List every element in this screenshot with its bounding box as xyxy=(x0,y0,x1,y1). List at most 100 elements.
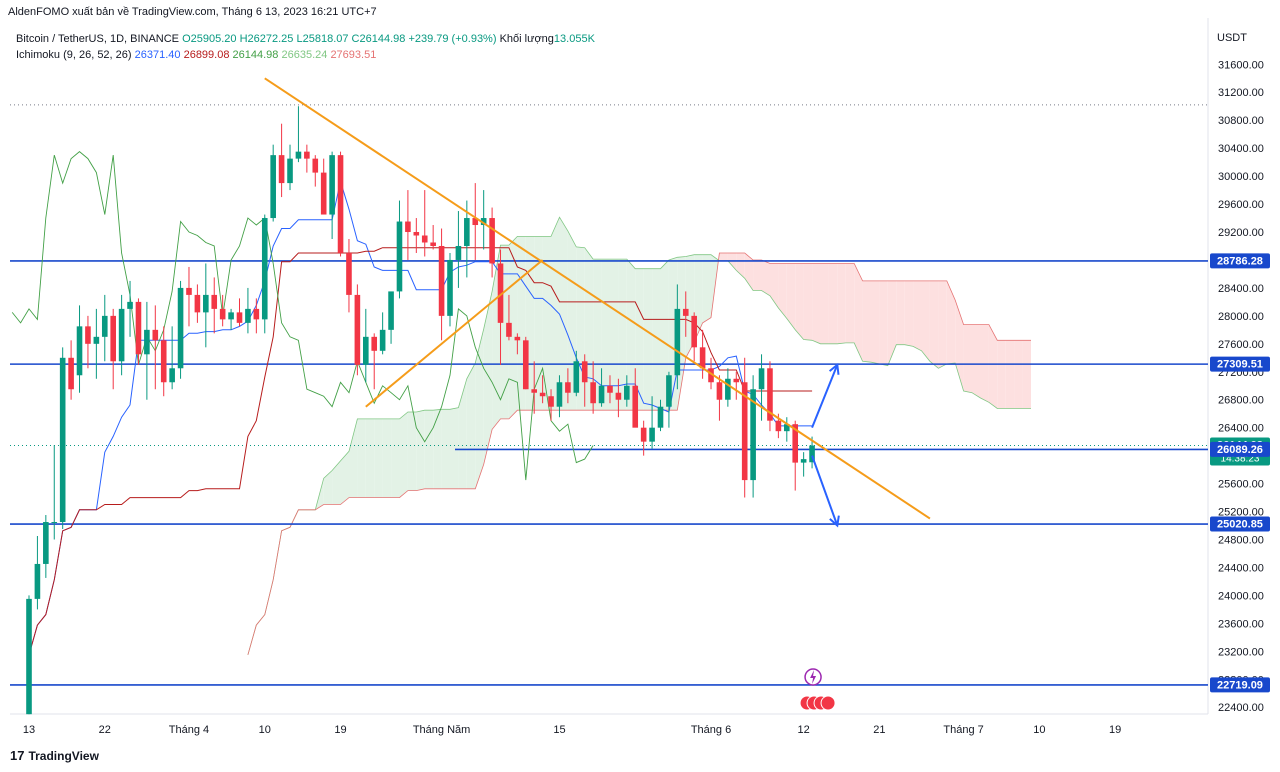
price-axis-tick: 28000.00 xyxy=(1218,311,1264,323)
ichimoku-cloud-segment xyxy=(1014,340,1023,409)
time-axis-tick: Tháng Năm xyxy=(413,724,470,736)
ichimoku-tenkan-value: 26371.40 xyxy=(134,49,181,61)
candle-body xyxy=(144,329,150,355)
candle-body xyxy=(598,385,605,404)
price-axis-tick: 26400.00 xyxy=(1218,423,1264,435)
price-axis-tick: 31200.00 xyxy=(1218,87,1264,99)
candle-body xyxy=(363,336,369,365)
ichimoku-cloud-segment xyxy=(559,217,568,411)
candle-body xyxy=(438,245,445,316)
candle-body xyxy=(497,263,504,323)
candle-body xyxy=(396,221,403,292)
candle-body xyxy=(607,385,613,393)
candle-body xyxy=(615,392,622,400)
ichimoku-cloud-segment xyxy=(879,280,888,366)
ichimoku-cloud-segment xyxy=(349,418,358,498)
candle-body xyxy=(682,308,689,316)
candle-body xyxy=(186,287,192,295)
candle-body xyxy=(68,357,74,390)
ichimoku-cloud-segment xyxy=(963,324,972,393)
time-axis-tick: 13 xyxy=(23,724,35,736)
price-axis-label-box xyxy=(1210,253,1270,269)
candle-body xyxy=(346,252,352,295)
price-axis-tick: 24000.00 xyxy=(1218,590,1264,602)
candle-body xyxy=(455,245,462,260)
time-axis-tick: Tháng 7 xyxy=(943,724,983,736)
high-value: H26272.25 xyxy=(239,33,294,45)
ichimoku-cloud-segment xyxy=(997,340,1006,409)
ichimoku-cloud-segment xyxy=(820,263,829,344)
candle-body xyxy=(253,308,260,320)
price-axis-label: 26089.26 xyxy=(1217,444,1263,456)
ichimoku-cloud-segment xyxy=(770,263,779,308)
ichimoku-cloud-segment xyxy=(551,217,560,411)
time-axis-tick: 10 xyxy=(259,724,271,736)
legend-symbol-row: Bitcoin / TetherUS, 1D, BINANCE O25905.2… xyxy=(16,31,595,47)
candle-body xyxy=(539,392,546,397)
volume-value: 13.055K xyxy=(553,33,595,45)
ichimoku-cloud-segment xyxy=(450,407,459,489)
candle-body xyxy=(447,259,453,316)
candle-body xyxy=(379,329,386,351)
price-axis-tick: 26800.00 xyxy=(1218,395,1264,407)
time-axis-tick: 19 xyxy=(1109,724,1121,736)
volume-label: Khối lượng xyxy=(499,33,554,45)
candle-body xyxy=(784,424,790,432)
time-axis-tick: 22 xyxy=(99,724,111,736)
tradingview-footer[interactable]: 17 TradingView xyxy=(10,748,99,763)
ichimoku-cloud-segment xyxy=(828,263,838,344)
candle-body xyxy=(228,312,234,320)
price-axis-tick: 31600.00 xyxy=(1218,59,1264,71)
ichimoku-cloud-segment xyxy=(871,280,880,364)
candle-body xyxy=(464,218,470,246)
ichimoku-cloud-segment xyxy=(1005,340,1015,409)
ichimoku-cloud-segment xyxy=(837,263,846,344)
candle-body xyxy=(522,340,529,390)
candle-body xyxy=(152,329,159,341)
open-value: O25905.20 xyxy=(182,33,237,45)
candle-body xyxy=(472,218,479,226)
price-axis-label-box xyxy=(1210,356,1270,372)
candle-body xyxy=(85,326,91,344)
candle-body xyxy=(649,427,655,442)
candle-body xyxy=(733,378,740,383)
time-axis-tick: 19 xyxy=(334,724,346,736)
ichimoku-cloud-segment xyxy=(626,259,636,411)
ichimoku-cloud-segment xyxy=(458,378,467,489)
candle-body xyxy=(354,294,361,365)
candle-body xyxy=(565,382,571,393)
ichimoku-cloud-segment xyxy=(618,259,627,411)
candle-body xyxy=(388,291,394,330)
candle-body xyxy=(741,382,748,481)
candle-body xyxy=(775,420,782,432)
candle-body xyxy=(278,155,285,184)
ichimoku-cloud-segment xyxy=(753,260,762,291)
candle-body xyxy=(59,357,66,523)
ichimoku-cloud-segment xyxy=(803,263,813,341)
price-axis-tick: 30400.00 xyxy=(1218,143,1264,155)
projection-arrow xyxy=(811,455,839,526)
price-axis-tick: 23600.00 xyxy=(1218,618,1264,630)
tradingview-logo-icon: 17 xyxy=(10,748,25,763)
price-axis-label-box xyxy=(1210,677,1270,693)
ichimoku-lagging-line xyxy=(11,151,594,481)
ichimoku-cloud-segment xyxy=(534,236,543,411)
candle-body xyxy=(135,301,142,355)
price-axis-tick: 30800.00 xyxy=(1218,115,1264,127)
price-axis-tick: 29600.00 xyxy=(1218,199,1264,211)
time-axis-tick: Tháng 6 xyxy=(691,724,731,736)
ichimoku-label[interactable]: Ichimoku (9, 26, 52, 26) xyxy=(16,49,132,61)
candle-body xyxy=(287,158,293,184)
trendline xyxy=(365,259,544,408)
ichimoku-cloud-segment xyxy=(652,268,661,411)
ichimoku-cloud-segment xyxy=(433,409,442,489)
candle-body xyxy=(573,361,580,393)
price-axis-label: 28786.28 xyxy=(1217,255,1263,267)
candle-body xyxy=(371,336,378,351)
candle-body xyxy=(110,315,116,362)
ichimoku-cloud-segment xyxy=(416,410,425,491)
price-axis-tick: 24800.00 xyxy=(1218,534,1264,546)
symbol-label[interactable]: Bitcoin / TetherUS, 1D, BINANCE xyxy=(16,33,180,45)
candle-body xyxy=(194,294,201,313)
